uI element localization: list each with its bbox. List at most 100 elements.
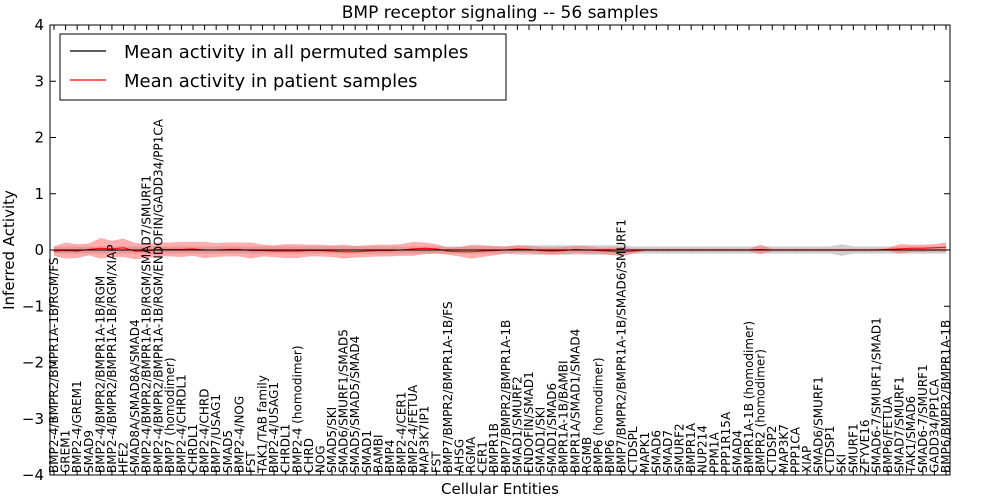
point-permuted — [713, 249, 715, 251]
x-tick-label: BMPR1A/SMAD1/SMAD4 — [568, 329, 582, 473]
point-permuted — [644, 249, 646, 251]
x-tick-label: SMAD4 — [730, 430, 744, 473]
point-permuted — [493, 249, 495, 251]
x-tick-label: BMP7/USAG1 — [209, 394, 223, 473]
point-permuted — [366, 249, 368, 251]
point-permuted — [319, 249, 322, 251]
x-tick-label: GREM1 — [59, 430, 73, 473]
x-tick-label: SMURF1 — [846, 423, 860, 473]
point-permuted — [458, 249, 461, 251]
x-tick-label: SMURF2 — [673, 423, 687, 473]
point-permuted — [111, 249, 113, 251]
y-tick-label: −1 — [22, 297, 44, 315]
x-tick-label: FST — [429, 451, 443, 473]
y-tick-label: 1 — [34, 185, 44, 203]
x-tick-label: SMAD1/SMAD6 — [545, 383, 559, 473]
point-permuted — [771, 249, 773, 251]
point-permuted — [389, 249, 391, 251]
x-tick-label: SMAD6/SMURF1/SMAD5 — [337, 329, 351, 473]
point-permuted — [632, 249, 634, 251]
chart-title: BMP receptor signaling -- 56 samples — [342, 3, 659, 23]
point-permuted — [725, 249, 727, 251]
plot-frame — [49, 24, 951, 476]
x-tick-label: TAK1/SMAD6 — [904, 396, 918, 474]
x-tick-label: BMP7/BMPR2/BMPR1A-1B — [499, 320, 513, 473]
point-permuted — [447, 249, 449, 251]
point-permuted — [528, 249, 530, 251]
y-tick-label: −3 — [22, 410, 44, 428]
point-permuted — [539, 249, 542, 251]
point-permuted — [516, 249, 518, 251]
x-tick-label: MAP3K7IP1 — [418, 406, 432, 473]
point-permuted — [343, 249, 345, 251]
point-permuted — [400, 249, 403, 251]
x-tick-label: SMAD5/SMAD5/SMAD4 — [348, 336, 362, 473]
point-permuted — [783, 249, 785, 251]
x-tick-label: BMP7/BMPR2/BMPR1A-1B/SMAD6/SMURF1 — [615, 219, 629, 473]
x-tick-label: BAMBI — [371, 434, 385, 473]
point-permuted — [354, 249, 356, 251]
legend-label-permuted: Mean activity in all permuted samples — [124, 42, 468, 63]
x-tick-label: BMP2-4 (homodimer) — [290, 345, 304, 473]
x-tick-label: SMAD6 — [649, 430, 663, 473]
x-tick-label: SMAD1/SMURF2 — [510, 376, 524, 473]
x-tick-label: BMP2-4/CHRD — [198, 389, 212, 473]
x-tick-label: AHSG — [452, 439, 466, 473]
point-permuted — [192, 249, 194, 251]
x-tick-label: SMAD8A/SMAD8A/SMAD4 — [128, 319, 142, 473]
point-permuted — [180, 249, 183, 251]
point-permuted — [435, 249, 437, 251]
point-permuted — [250, 249, 252, 251]
y-tick-label: −4 — [22, 466, 44, 484]
x-tick-label: HFE2 — [117, 442, 131, 473]
x-tick-label: SMAD1/SKI — [534, 407, 548, 473]
y-axis-label: Inferred Activity — [0, 190, 18, 310]
x-tick-label: CER1 — [476, 441, 490, 473]
point-permuted — [169, 249, 171, 251]
x-tick-label: FST — [244, 451, 258, 473]
x-tick-label: SMAD6/SMURF1 — [812, 376, 826, 473]
point-permuted — [667, 249, 669, 251]
point-permuted — [285, 249, 287, 251]
x-tick-label: NOG — [313, 445, 327, 473]
x-tick-label: CTDSPL — [626, 426, 640, 473]
point-permuted — [852, 249, 854, 251]
point-permuted — [308, 249, 310, 251]
point-permuted — [122, 249, 125, 251]
point-permuted — [88, 249, 90, 251]
x-tick-label: SMAD7/SMURF1 — [893, 376, 907, 473]
point-permuted — [203, 249, 206, 251]
x-tick-label: PPM1A — [707, 432, 721, 473]
point-permuted — [887, 249, 889, 251]
point-permuted — [736, 249, 739, 251]
y-tick-label: 2 — [34, 129, 44, 147]
point-permuted — [748, 249, 750, 251]
x-tick-label: BMP4 — [383, 440, 397, 473]
point-permuted — [238, 249, 240, 251]
x-tick-label: SMAD5/SKI — [325, 407, 339, 473]
x-tick-label: SMAD6-7/SMURF1/SMAD1 — [869, 317, 883, 473]
x-tick-label: BMPR1A — [684, 422, 698, 473]
x-tick-label: BMP6 (homodimer) — [591, 357, 605, 473]
y-tick-label: 0 — [34, 241, 44, 259]
point-permuted — [76, 249, 78, 251]
x-tick-label: CHRD — [302, 438, 316, 473]
point-permuted — [551, 249, 553, 251]
x-tick-label: CHRDL1 — [186, 424, 200, 473]
x-tick-label: SKI — [835, 454, 849, 473]
point-permuted — [157, 249, 159, 251]
x-tick-label: BMP6/FETUA — [881, 396, 895, 473]
point-permuted — [227, 249, 229, 251]
point-permuted — [794, 249, 797, 251]
point-permuted — [99, 249, 101, 251]
x-tick-label: BMP2-4/FETUA — [406, 384, 420, 473]
x-tick-label: SMAD7 — [661, 430, 675, 473]
point-permuted — [412, 249, 414, 251]
x-tick-label: BMP2-4/NOG — [232, 396, 246, 473]
point-permuted — [146, 249, 148, 251]
y-tick-label: −2 — [22, 354, 44, 372]
x-tick-label: RGMB — [580, 437, 594, 473]
x-axis-label: Cellular Entities — [441, 480, 559, 498]
point-permuted — [760, 249, 762, 251]
x-tick-label: MAP3K7 — [777, 424, 791, 473]
